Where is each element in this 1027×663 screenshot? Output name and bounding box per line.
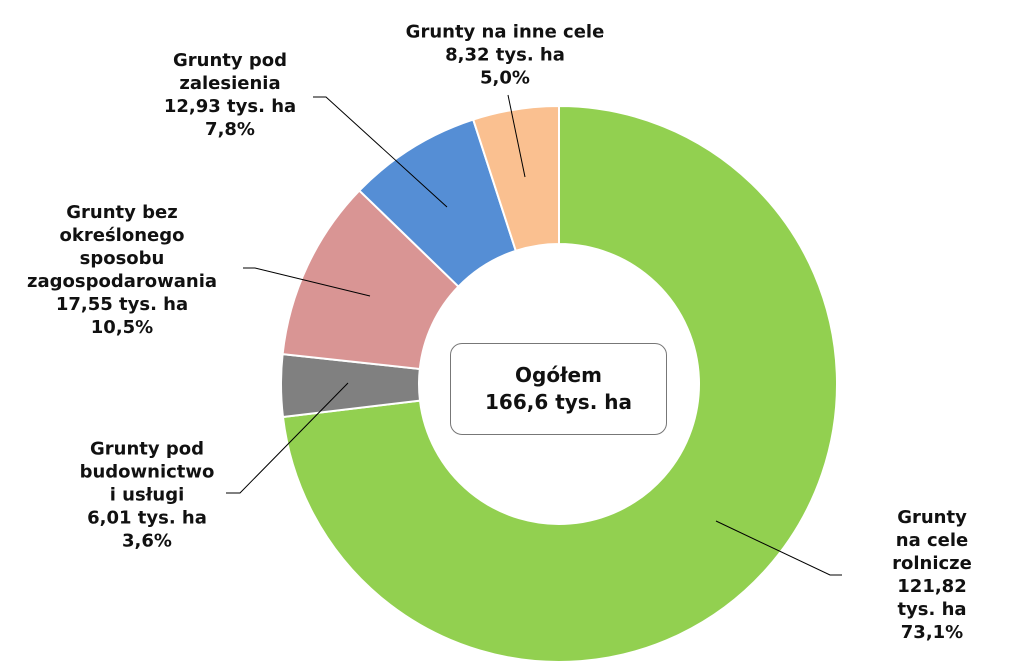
data-label: Grunty na cele rolnicze 121,82 tys. ha 73,… (885, 506, 980, 644)
donut-segment (471, 104, 560, 253)
category-label: Grunty na inne cele (405, 21, 605, 43)
percent-label: 3,6% (122, 530, 172, 552)
percent-label: 5,0% (480, 67, 530, 89)
category-label: Grunty pod budownictwo i usługi (79, 438, 215, 506)
leader-line (243, 267, 371, 297)
total-label: 166,6 tys. ha (484, 390, 633, 414)
data-label: Grunty pod budownictwo i usługi 6,01 tys.… (80, 438, 215, 553)
value-label: 121,82 tys. ha (897, 576, 967, 620)
category-label: Grunty na cele rolnicze (892, 507, 972, 574)
data-label: Grunty na inne cele 8,32 tys. ha 5,0% (406, 21, 605, 90)
data-label: Grunty bez określonego sposobu zagospoda… (27, 201, 217, 339)
leader-line (507, 94, 526, 178)
center-box: Ogółem 166,6 tys. ha (450, 343, 667, 435)
donut-segment (281, 104, 838, 663)
data-label: Grunty pod zalesienia 12,93 tys. ha 7,8% (164, 49, 296, 141)
center-label: Ogółem (515, 363, 602, 387)
category-label: Grunty pod zalesienia (172, 50, 288, 94)
value-label: 8,32 tys. ha (445, 44, 565, 66)
value-label: 12,93 tys. ha (163, 96, 297, 117)
leader-line (313, 96, 448, 208)
value-label: 6,01 tys. ha (87, 507, 207, 529)
category-label: Grunty bez określonego sposobu zagospoda… (26, 202, 218, 292)
leader-line (226, 382, 349, 494)
percent-label: 73,1% (900, 622, 964, 643)
percent-label: 10,5% (90, 317, 154, 338)
value-label: 17,55 tys. ha (55, 294, 189, 315)
percent-label: 7,8% (205, 119, 255, 140)
leader-line (715, 520, 842, 576)
